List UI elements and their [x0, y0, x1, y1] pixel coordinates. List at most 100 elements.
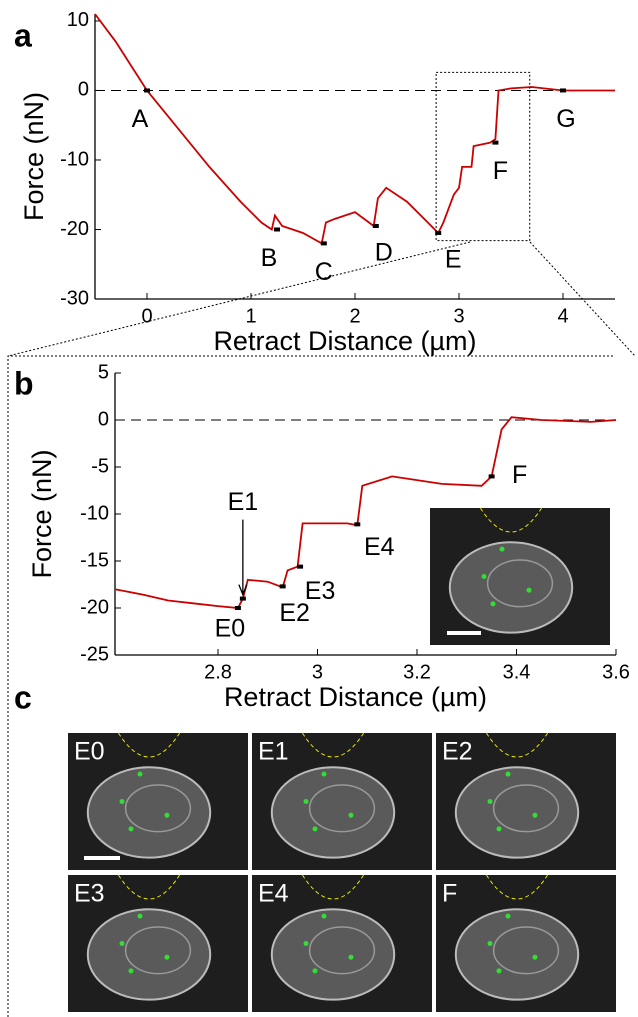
event-marker: [234, 606, 241, 610]
y-tick-label: 0: [78, 79, 89, 101]
green-spot: [321, 771, 327, 777]
cell-image: [252, 874, 432, 1012]
nucleus: [454, 908, 580, 1001]
green-spot: [487, 799, 493, 804]
event-label: A: [132, 105, 149, 133]
green-spot: [312, 968, 318, 974]
green-spot: [164, 954, 170, 960]
event-marker: [560, 88, 566, 93]
y-tick-label: 0: [98, 408, 109, 430]
event-label: E4: [364, 533, 395, 561]
y-tick-label: -20: [60, 218, 89, 240]
nucleus: [86, 766, 212, 859]
panel-label: c: [14, 679, 32, 715]
event-marker: [320, 241, 327, 246]
nucleus: [270, 908, 396, 1001]
green-spot: [505, 771, 511, 777]
green-spot: [128, 968, 134, 974]
x-tick-label: 3: [453, 305, 464, 327]
cell-image: [252, 732, 432, 870]
tip-outline: [485, 874, 549, 900]
event-marker: [239, 596, 246, 601]
nucleolus: [492, 784, 560, 833]
green-spot: [348, 812, 354, 818]
y-axis-title: Force (nN): [27, 449, 57, 578]
green-spot: [348, 954, 354, 960]
y-tick-label: -5: [91, 455, 109, 477]
green-spot: [496, 968, 502, 974]
nucleus: [448, 541, 574, 634]
frame-label: E1: [258, 738, 289, 766]
x-tick-label: 3.6: [602, 661, 630, 683]
nucleolus: [308, 926, 376, 975]
event-marker: [274, 227, 280, 232]
green-spot: [532, 954, 538, 960]
y-tick-label: 10: [67, 9, 89, 31]
event-label: F: [512, 461, 527, 489]
nucleus: [86, 908, 212, 1001]
event-label: E1: [228, 488, 259, 516]
tip-outline: [301, 732, 365, 758]
green-spot: [532, 812, 538, 818]
green-spot: [303, 941, 309, 946]
frame-label: F: [442, 880, 457, 908]
frame-label: E2: [442, 738, 473, 766]
green-spot: [137, 913, 143, 919]
y-tick-label: 5: [98, 361, 109, 383]
green-spot: [499, 546, 505, 552]
y-tick-label: -10: [60, 148, 89, 170]
x-tick-label: 2: [349, 305, 360, 327]
green-spot: [164, 812, 170, 818]
event-label: E0: [215, 615, 246, 643]
event-label: E: [445, 246, 462, 274]
event-marker: [492, 140, 499, 145]
event-label: B: [261, 244, 278, 272]
green-spot: [481, 574, 487, 579]
cell-image: [68, 874, 248, 1012]
x-tick-label: 3.4: [503, 661, 531, 683]
x-axis-title: Retract Distance (µm): [224, 682, 487, 712]
nucleus: [454, 766, 580, 859]
green-spot: [128, 826, 134, 832]
nucleus: [270, 766, 396, 859]
y-tick-label: -25: [80, 643, 109, 665]
green-spot: [487, 941, 493, 946]
event-label: C: [315, 258, 333, 286]
tip-outline: [117, 874, 181, 900]
y-tick-label: -15: [80, 549, 109, 571]
green-spot: [496, 826, 502, 832]
frame-label: E4: [258, 880, 289, 908]
zoom-frame: [7, 355, 615, 1017]
cell-image: [430, 507, 610, 645]
event-label: G: [556, 105, 575, 133]
event-marker: [435, 230, 442, 235]
force-curve: [94, 13, 615, 245]
nucleolus: [492, 926, 560, 975]
nucleolus: [486, 559, 554, 608]
x-tick-label: 3.2: [403, 661, 431, 683]
cell-image: [68, 732, 248, 870]
nucleolus: [308, 784, 376, 833]
x-axis-title: Retract Distance (µm): [213, 326, 476, 356]
tip-outline: [485, 732, 549, 758]
event-marker: [297, 564, 304, 569]
force-curve: [114, 416, 617, 609]
green-spot: [137, 771, 143, 777]
y-tick-label: -30: [60, 287, 89, 309]
event-marker: [279, 584, 286, 589]
event-marker: [354, 522, 361, 527]
event-label: E2: [279, 599, 310, 627]
y-tick-label: -20: [80, 596, 109, 618]
nucleolus: [124, 784, 192, 833]
arrow: [238, 519, 248, 597]
tip-outline: [117, 732, 181, 758]
cell-image: [436, 732, 616, 870]
green-spot: [490, 601, 496, 607]
event-label: F: [493, 157, 508, 185]
y-axis-title: Force (nN): [19, 92, 49, 221]
cell-image: [436, 874, 616, 1012]
panel-label: b: [14, 365, 34, 401]
green-spot: [526, 587, 532, 593]
event-marker: [488, 474, 495, 479]
